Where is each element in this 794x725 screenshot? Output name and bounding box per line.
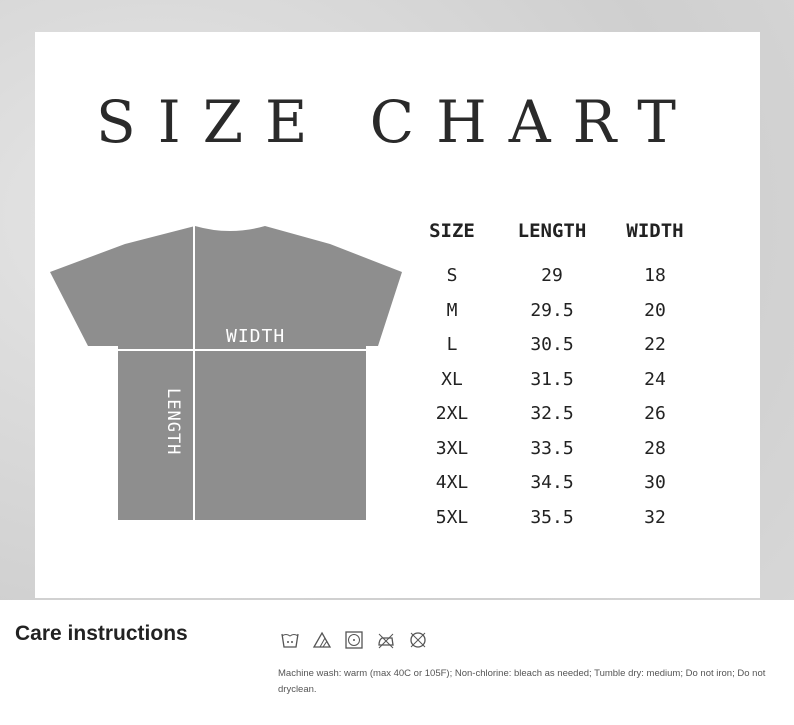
width-cell: 30: [644, 472, 666, 494]
length-cell: 31.5: [530, 368, 574, 390]
length-cell: 33.5: [530, 437, 574, 459]
size-cell: 2XL: [435, 403, 469, 425]
length-label: LENGTH: [163, 388, 183, 455]
size-cell: 4XL: [435, 472, 469, 494]
length-cell: 35.5: [530, 506, 574, 528]
width-cell: 24: [644, 368, 666, 390]
non-chlorine-bleach-icon: [312, 631, 332, 648]
table-row: 4XL 34.5 30: [418, 466, 692, 501]
width-cell: 22: [644, 334, 666, 356]
table-row: 2XL 32.5 26: [418, 397, 692, 432]
length-cell: 29: [541, 265, 563, 287]
tshirt-shape: [50, 226, 402, 520]
width-cell: 20: [644, 299, 666, 321]
header-size: SIZE: [429, 220, 475, 243]
table-row: S 29 18: [418, 259, 692, 294]
size-cell: XL: [441, 368, 463, 390]
header-width: WIDTH: [626, 220, 684, 243]
width-cell: 26: [644, 403, 666, 425]
length-cell: 30.5: [530, 334, 574, 356]
do-not-dryclean-icon: [410, 632, 426, 648]
tshirt-diagram: WIDTH LENGTH: [50, 226, 402, 520]
length-cell: 32.5: [530, 403, 574, 425]
width-label: WIDTH: [226, 326, 285, 347]
table-row: L 30.5 22: [418, 328, 692, 363]
machine-wash-warm-icon: [281, 633, 299, 648]
table-row: 3XL 33.5 28: [418, 431, 692, 466]
size-cell: L: [446, 334, 458, 356]
header-length: LENGTH: [517, 220, 587, 243]
table-row: XL 31.5 24: [418, 362, 692, 397]
width-cell: 28: [644, 437, 666, 459]
size-cell: 5XL: [435, 506, 469, 528]
care-icons: [280, 630, 428, 650]
care-section: Care instructions Machine wash: warm (ma…: [0, 600, 794, 725]
care-heading: Care instructions: [15, 622, 188, 645]
size-cell: M: [446, 299, 458, 321]
page-title: SIZE CHART: [96, 88, 698, 156]
care-description: Machine wash: warm (max 40C or 105F); No…: [278, 668, 766, 695]
width-cell: 32: [644, 506, 666, 528]
tumble-dry-medium-icon: [345, 631, 363, 649]
size-cell: 3XL: [435, 437, 469, 459]
table-row: 5XL 35.5 32: [418, 500, 692, 535]
width-cell: 18: [644, 265, 666, 287]
do-not-iron-icon: [378, 633, 394, 649]
length-cell: 34.5: [530, 472, 574, 494]
length-cell: 29.5: [530, 299, 574, 321]
size-cell: S: [446, 265, 458, 287]
size-table: SIZE LENGTH WIDTH S 29 18 M 29.5 20 L 30.5 22 XL 3…: [418, 214, 692, 535]
table-row: M 29.5 20: [418, 293, 692, 328]
table-header: SIZE LENGTH WIDTH: [418, 214, 692, 249]
